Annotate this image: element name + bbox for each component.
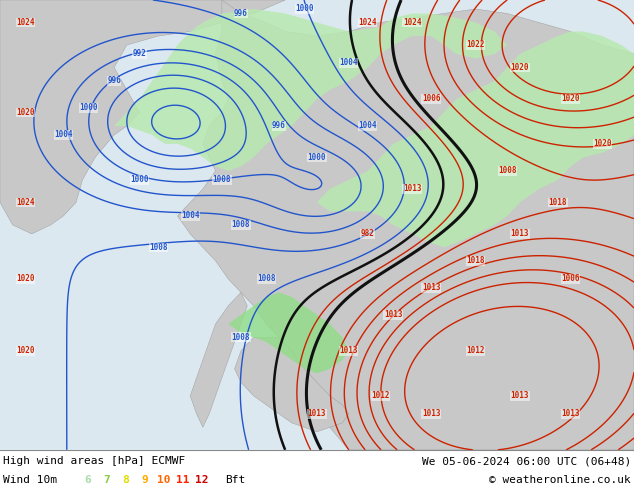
Polygon shape (317, 31, 634, 247)
Text: 1013: 1013 (384, 310, 403, 319)
Text: 1008: 1008 (231, 220, 250, 229)
Text: 1013: 1013 (403, 184, 422, 194)
Text: 10: 10 (157, 475, 171, 485)
Text: 982: 982 (361, 229, 375, 239)
Text: 1024: 1024 (16, 18, 35, 27)
Text: Wind 10m: Wind 10m (3, 475, 57, 485)
Text: 1006: 1006 (422, 95, 441, 103)
Text: 1000: 1000 (79, 103, 98, 113)
Text: 12: 12 (195, 475, 209, 485)
Text: 1008: 1008 (257, 274, 276, 283)
Text: 7: 7 (103, 475, 110, 485)
Text: 1013: 1013 (561, 409, 580, 418)
Text: 1024: 1024 (16, 198, 35, 207)
Text: 1013: 1013 (422, 283, 441, 293)
Text: 1020: 1020 (16, 274, 35, 283)
Text: 1000: 1000 (307, 153, 327, 162)
Text: 1008: 1008 (212, 175, 231, 184)
Text: 1012: 1012 (371, 392, 390, 400)
Text: 996: 996 (272, 122, 286, 130)
Text: 1018: 1018 (466, 256, 485, 266)
Text: 1022: 1022 (466, 41, 485, 49)
Text: 1020: 1020 (593, 140, 612, 148)
Polygon shape (114, 9, 507, 171)
Text: 1008: 1008 (231, 333, 250, 342)
Text: 6: 6 (84, 475, 91, 485)
Polygon shape (235, 337, 349, 432)
Text: 996: 996 (234, 9, 248, 18)
Text: 992: 992 (133, 49, 146, 58)
Text: 1013: 1013 (510, 229, 529, 239)
Text: 8: 8 (122, 475, 129, 485)
Text: 1006: 1006 (561, 274, 580, 283)
Text: 1004: 1004 (339, 58, 358, 68)
Text: 1008: 1008 (498, 167, 517, 175)
Text: 1000: 1000 (295, 4, 314, 14)
Text: 1004: 1004 (358, 122, 377, 130)
Text: 1004: 1004 (54, 130, 73, 140)
Text: 1013: 1013 (339, 346, 358, 355)
Text: © weatheronline.co.uk: © weatheronline.co.uk (489, 475, 631, 485)
Text: 1004: 1004 (181, 211, 200, 220)
Text: Bft: Bft (225, 475, 245, 485)
Text: 1020: 1020 (561, 95, 580, 103)
Polygon shape (228, 293, 349, 373)
Text: 996: 996 (107, 76, 121, 85)
Text: 1020: 1020 (16, 346, 35, 355)
Polygon shape (190, 293, 247, 427)
Text: 9: 9 (141, 475, 148, 485)
Text: 1020: 1020 (16, 108, 35, 117)
Text: 1013: 1013 (422, 409, 441, 418)
Text: 1012: 1012 (466, 346, 485, 355)
Text: 1000: 1000 (130, 175, 149, 184)
Text: 1024: 1024 (358, 18, 377, 27)
Polygon shape (0, 0, 285, 234)
Text: 1024: 1024 (403, 18, 422, 27)
Text: 1018: 1018 (548, 198, 567, 207)
Text: 1008: 1008 (149, 243, 168, 252)
Text: High wind areas [hPa] ECMWF: High wind areas [hPa] ECMWF (3, 456, 185, 466)
Text: We 05-06-2024 06:00 UTC (06+48): We 05-06-2024 06:00 UTC (06+48) (422, 456, 631, 466)
Text: 1020: 1020 (510, 63, 529, 72)
Text: 1013: 1013 (307, 409, 327, 418)
Polygon shape (178, 0, 634, 450)
Text: 1013: 1013 (510, 392, 529, 400)
Text: 11: 11 (176, 475, 190, 485)
